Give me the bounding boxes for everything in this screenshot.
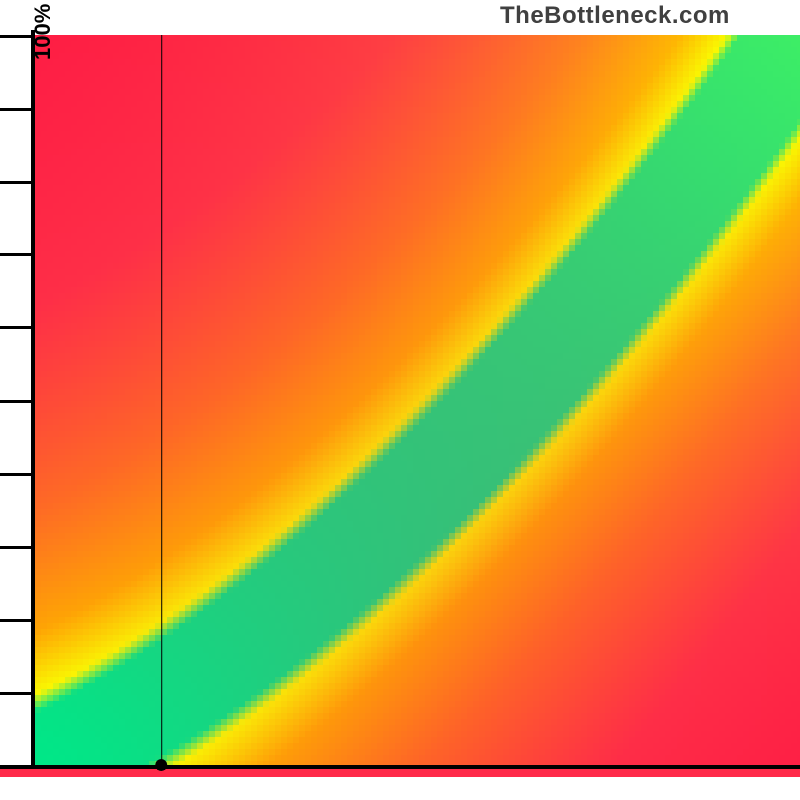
bottleneck-heatmap-canvas [0,0,800,800]
chart-container: TheBottleneck.com 100% [0,0,800,800]
